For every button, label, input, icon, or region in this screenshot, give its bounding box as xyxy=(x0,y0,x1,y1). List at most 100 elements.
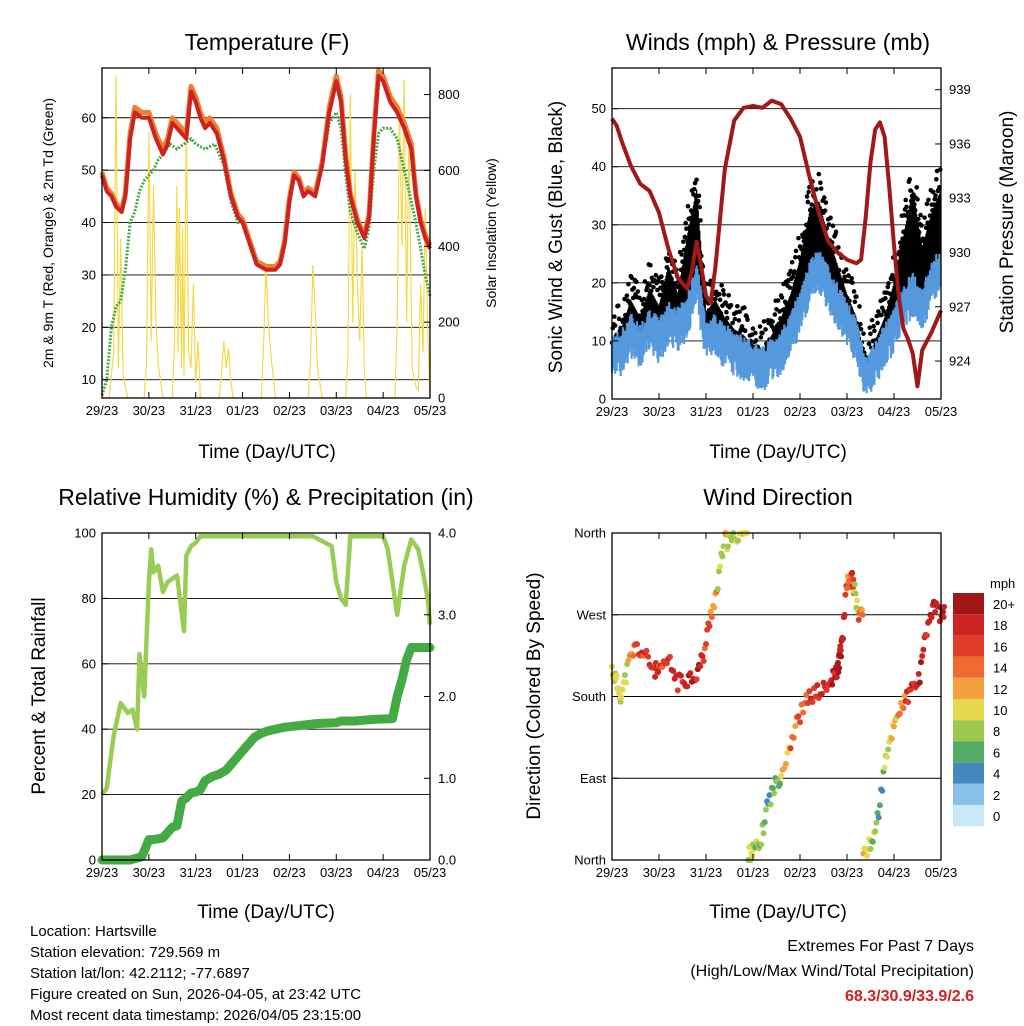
gust-point xyxy=(818,180,823,186)
x-tick-label: 03/23 xyxy=(320,403,353,418)
extremes-block: Extremes For Past 7 Days (High/Low/Max W… xyxy=(690,934,974,1009)
gust-point xyxy=(717,297,723,303)
gust-point xyxy=(624,293,630,298)
y2-tick-label: 3.0 xyxy=(438,607,456,622)
x-tick-label: 30/23 xyxy=(133,403,166,418)
gust-point xyxy=(842,274,847,280)
direction-point xyxy=(879,787,886,794)
legend-swatch xyxy=(953,593,984,615)
direction-point xyxy=(699,653,706,660)
y-tick-label: 100 xyxy=(74,526,96,541)
direction-point xyxy=(778,772,785,779)
gust-point xyxy=(814,187,819,192)
y-tick-label: 60 xyxy=(82,656,96,671)
gust-point xyxy=(886,281,891,286)
gust-point xyxy=(736,318,742,323)
gust-point xyxy=(861,331,866,336)
gust-point xyxy=(924,201,930,207)
gust-point xyxy=(631,285,637,291)
y2-tick-label: 2.0 xyxy=(438,689,456,704)
y-tick-label: 80 xyxy=(82,591,96,606)
y2-tick-label: 939 xyxy=(949,82,971,97)
extremes-title: Extremes For Past 7 Days xyxy=(787,938,974,955)
gust-point xyxy=(757,324,763,329)
gust-point xyxy=(804,194,810,199)
x-tick-label: 30/23 xyxy=(643,404,676,419)
direction-point xyxy=(834,659,841,666)
direction-y-label: Direction (Colored By Speed) xyxy=(524,572,545,819)
gust-point xyxy=(789,259,795,265)
direction-point xyxy=(849,569,856,576)
direction-point xyxy=(932,609,939,616)
x-tick-label: 04/23 xyxy=(367,865,400,880)
gust-point xyxy=(933,193,938,198)
y-tick-label: East xyxy=(580,771,606,786)
gust-point xyxy=(858,321,863,327)
direction-point xyxy=(782,760,789,767)
direction-point xyxy=(693,676,700,683)
direction-point xyxy=(674,687,681,694)
relative-humidity-series xyxy=(100,534,433,796)
gust-point xyxy=(685,203,691,209)
gust-point xyxy=(857,304,862,309)
x-tick-label: 02/23 xyxy=(784,865,817,880)
direction-point xyxy=(684,683,691,690)
winds-y-ticks: 0 10 20 30 40 50 xyxy=(592,101,618,407)
legend-label: 14 xyxy=(993,661,1007,676)
x-tick-label: 29/23 xyxy=(86,403,119,418)
temperature-panel: Temperature (F) 29/23 30/23 31/23 01/23 02/2… xyxy=(40,29,499,463)
humidity-x-ticks: 29/23 30/23 31/23 01/23 02/23 03/23 04/23 05/23 xyxy=(86,533,446,880)
y-tick-label: 50 xyxy=(592,101,606,116)
gust-point xyxy=(730,320,735,326)
winds-y2-label: Station Pressure (Maroon) xyxy=(997,111,1018,334)
gust-point xyxy=(724,309,729,315)
gust-point xyxy=(683,220,688,226)
y2-tick-label: 933 xyxy=(949,191,971,206)
y2-tick-label: 800 xyxy=(438,87,460,102)
gust-point xyxy=(937,167,943,172)
direction-point xyxy=(837,647,844,654)
direction-point xyxy=(613,672,620,679)
gust-point xyxy=(728,302,734,308)
direction-point xyxy=(767,801,774,808)
legend-swatch xyxy=(953,699,984,721)
x-tick-label: 01/23 xyxy=(737,404,770,419)
legend-label: 4 xyxy=(993,767,1000,782)
gust-point xyxy=(696,193,702,199)
winds-y-label: Sonic Wind & Gust (Blue, Black) xyxy=(546,101,567,373)
station-info: Location: Hartsville Station elevation: … xyxy=(30,921,361,1026)
x-tick-label: 01/23 xyxy=(226,403,259,418)
winds-y2-ticks: 924 927 930 933 936 939 xyxy=(935,82,971,369)
gust-point xyxy=(626,281,631,287)
y-tick-label: West xyxy=(577,607,607,622)
gust-point xyxy=(629,275,634,280)
x-tick-label: 31/23 xyxy=(690,865,723,880)
gust-point xyxy=(717,291,722,297)
x-tick-label: 29/23 xyxy=(596,404,629,419)
gust-point xyxy=(914,185,920,190)
gust-point xyxy=(761,319,767,324)
legend-swatch xyxy=(953,741,984,763)
direction-title: Wind Direction xyxy=(703,484,853,510)
gust-point xyxy=(612,323,618,328)
gust-point xyxy=(742,305,747,310)
direction-point xyxy=(891,723,897,730)
direction-point xyxy=(806,688,813,695)
gust-point xyxy=(904,204,909,210)
relative-humidity-line xyxy=(100,534,433,796)
gust-point xyxy=(903,197,909,203)
gust-point xyxy=(919,223,924,228)
gust-point xyxy=(915,197,920,202)
direction-point xyxy=(697,663,704,670)
y2-tick-label: 924 xyxy=(949,354,971,369)
gust-point xyxy=(793,248,799,254)
direction-point xyxy=(919,652,926,659)
gust-point xyxy=(633,279,639,285)
x-tick-label: 05/23 xyxy=(925,865,958,880)
y-tick-label: 60 xyxy=(82,110,96,125)
legend-label: 6 xyxy=(993,745,1000,760)
legend-swatch xyxy=(953,635,984,657)
direction-point xyxy=(842,591,849,598)
x-tick-label: 05/23 xyxy=(925,404,958,419)
